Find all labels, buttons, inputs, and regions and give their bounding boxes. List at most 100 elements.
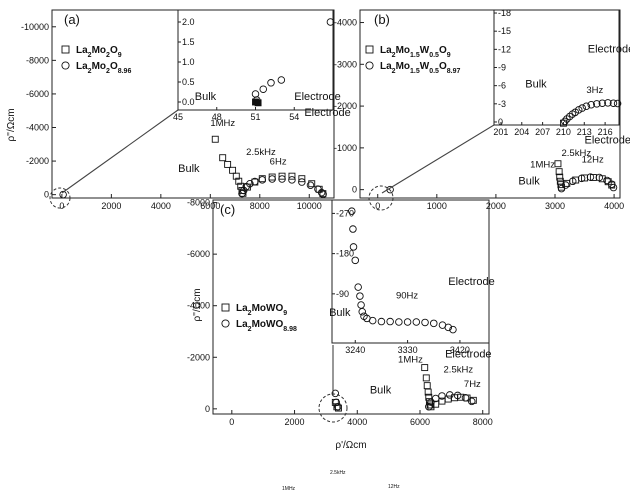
panel-b-annotation: 2.5kHz — [562, 148, 592, 159]
panel-b-inset-point-circle — [593, 100, 601, 108]
panel-b-point-circle — [568, 177, 577, 186]
panel-a-point-square — [288, 172, 296, 180]
panel-c-point-circle — [438, 392, 446, 400]
panel-c-annotation: 2.5kHz — [444, 365, 474, 376]
panel-b-annotation: Bulk — [518, 176, 540, 188]
panel-b-inset-point-circle — [587, 100, 595, 109]
panel-a-inset-annotation: Electrode — [294, 91, 340, 103]
panel-b-point-circle — [603, 176, 611, 185]
panel-b-legend-entry: La2Mo1.5W0.5O8.97 — [380, 61, 460, 75]
panel-c-chart: 0 2000 4000 6000 8000 0 -2000 -4000 -6000 -8000 ρ'… — [187, 198, 495, 451]
panel-c-legend-circle — [221, 319, 230, 328]
panel-c-point-square — [425, 393, 433, 401]
panel-b-point-circle — [609, 183, 618, 192]
panel-a-inset-x-tick-label: 48 — [212, 112, 222, 122]
panel-b-point-circle — [577, 174, 586, 183]
panel-c-point-circle — [427, 398, 435, 406]
panel-c-inset-point-circle — [358, 307, 366, 316]
panel-a-legend-entry: La2Mo2O9 — [76, 45, 122, 59]
panel-a-y-tick-label: -6000 — [26, 89, 49, 99]
footer-label-3: 12Hz — [388, 484, 400, 490]
panel-a-inset-y-tick-label: 0.5 — [182, 77, 195, 87]
panel-a-inset-x-tick-label: 54 — [289, 112, 299, 122]
panel-c-point-square — [423, 382, 431, 390]
panel-c-x-tick-label: 4000 — [347, 417, 367, 427]
panel-c-inset-point-circle — [449, 325, 457, 334]
panel-c-inset-point-circle — [430, 319, 438, 328]
panel-b-inset-x-tick-label: 207 — [535, 127, 550, 137]
panel-c-inset-x-tick-label: 3420 — [450, 345, 470, 355]
panel-a-inset-y-tick-label: 1.0 — [182, 57, 195, 67]
panel-a-point-circle — [319, 190, 327, 199]
panel-b-inset-y-tick-label: -15 — [498, 26, 511, 36]
panel-a-legend-circle — [61, 61, 70, 70]
panel-b-inset-point-circle — [561, 117, 569, 126]
panel-b-x-tick-label: 0 — [375, 201, 380, 211]
panel-b-x-tick-label: 2000 — [486, 201, 506, 211]
panel-b-y-tick-label: 0 — [352, 185, 357, 195]
panel-c-y-tick-label: -2000 — [187, 352, 210, 362]
panel-a-annotation: Bulk — [178, 163, 200, 175]
panel-b-inset-y-tick-label: -9 — [498, 63, 506, 73]
panel-a-x-tick-label: 0 — [59, 201, 64, 211]
panel-c-x-tick-label: 0 — [229, 417, 234, 427]
panel-b-y-tick-label: -3000 — [334, 59, 357, 69]
panel-a-y-tick-label: 0 — [44, 190, 49, 200]
panel-a-annotation: 6Hz — [270, 156, 287, 167]
footer-labels: 2.5kHz 1MHz 12Hz — [282, 470, 400, 492]
panel-b-inset-y-tick-label: 0 — [498, 117, 503, 127]
panel-c-y-tick-label: -4000 — [187, 301, 210, 311]
panel-c-inset-y-tick-label: -180 — [336, 249, 354, 259]
panel-b-inset-y-tick-label: -18 — [498, 8, 511, 18]
panel-a-point-circle — [306, 181, 315, 189]
panel-b-inset-x-tick-label: 213 — [577, 127, 592, 137]
panel-c-inset-point-circle — [421, 318, 429, 327]
panel-b-inset-point-circle — [613, 99, 622, 108]
panel-c-inset-point-circle — [348, 207, 356, 215]
panel-c-point-square — [421, 364, 429, 372]
panel-a-point-square — [211, 135, 219, 143]
panel-a-point-square — [229, 166, 237, 174]
panel-c-legend-square — [221, 303, 230, 312]
panel-a-point-circle — [59, 190, 67, 199]
panel-c-point-circle — [468, 397, 476, 406]
panel-c-annotation: 7Hz — [464, 379, 481, 390]
panel-a-point-square — [308, 180, 316, 188]
panel-a-point-circle — [251, 177, 259, 186]
panel-a-point-circle — [246, 179, 254, 188]
panel-c-legend-entry: La2MoWO9 — [236, 303, 287, 317]
panel-b-zoom-pointer — [381, 124, 495, 194]
panel-a-legend-entry: La2Mo2O8.96 — [76, 61, 131, 75]
panel-a-point-circle — [288, 176, 296, 184]
panel-c-y-tick-label: -8000 — [187, 198, 210, 208]
panel-c-inset-point-circle — [349, 243, 358, 251]
panel-c-point-square — [422, 374, 430, 382]
panel-a-point-circle — [298, 178, 306, 186]
panel-c-inset-point-circle — [412, 318, 421, 326]
panel-b-inset-annotation: Electrode — [588, 43, 630, 55]
panel-a-x-tick-label: 6000 — [200, 201, 220, 211]
panel-a-y-axis-label: ρ''/Ωcm — [6, 108, 17, 141]
panel-a-point-square — [278, 172, 286, 180]
panel-b-inset-annotation: 3Hz — [586, 85, 603, 96]
panel-b-inset-x-tick-label: 201 — [493, 127, 508, 137]
panel-a-inset-annotation: Bulk — [195, 91, 217, 103]
panel-b-inset-annotation: Bulk — [525, 78, 547, 90]
panel-c-inset-point-circle — [368, 316, 377, 325]
panel-a-point-square — [232, 172, 240, 180]
panel-b-inset-x-tick-label: 210 — [556, 127, 571, 137]
panel-b-legend-circle — [365, 61, 374, 70]
panel-a-chart: 0 2000 4000 6000 8000 10000 0 -2000 -4000 -6000 -8… — [6, 9, 351, 211]
panel-b-point-circle — [557, 184, 566, 193]
panel-a-inset-y-tick-label: 1.5 — [182, 37, 195, 47]
panel-b-y-tick-label: -2000 — [334, 101, 357, 111]
panel-a-inset-x-tick-label: 51 — [250, 112, 260, 122]
panel-b-point-circle — [561, 181, 570, 189]
panel-c-point-square — [469, 396, 477, 404]
panel-a-annotation: 2.5kHz — [246, 147, 276, 158]
panel-b-legend-entry: La2Mo1.5W0.5O9 — [380, 45, 451, 59]
panel-c-point-square — [424, 388, 432, 396]
panel-b-chart: 0 1000 2000 3000 4000 0 -1000 -2000 -3000 -4000 (b… — [334, 8, 630, 211]
panel-c-y-tick-label: 0 — [205, 404, 210, 414]
panel-c-x-tick-label: 2000 — [285, 417, 305, 427]
